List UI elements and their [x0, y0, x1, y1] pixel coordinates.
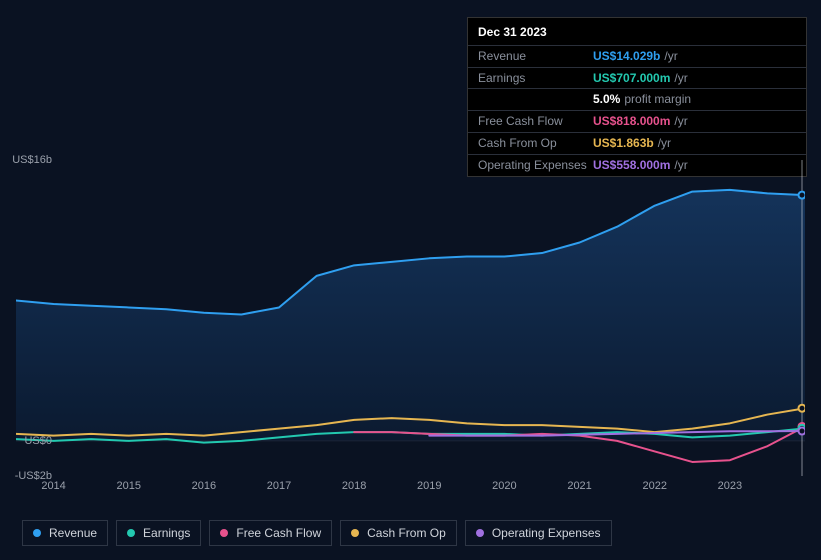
legend-label: Free Cash Flow — [236, 526, 321, 540]
x-axis-label: 2020 — [492, 480, 516, 492]
legend-swatch — [127, 529, 135, 537]
legend-swatch — [351, 529, 359, 537]
tooltip-row-value: US$1.863b — [593, 135, 654, 152]
tooltip-row-unit: profit margin — [624, 91, 691, 108]
tooltip-row-label: Cash From Op — [478, 135, 593, 152]
tooltip-row-unit: /yr — [658, 135, 671, 152]
x-axis-label: 2023 — [718, 480, 742, 492]
x-axis-label: 2015 — [116, 480, 140, 492]
legend-swatch — [33, 529, 41, 537]
legend-item-revenue[interactable]: Revenue — [22, 520, 108, 546]
legend-item-operating-expenses[interactable]: Operating Expenses — [465, 520, 612, 546]
tooltip-row-value: US$707.000m — [593, 70, 670, 87]
x-axis-label: 2022 — [642, 480, 666, 492]
x-axis-label: 2017 — [267, 480, 291, 492]
legend: Revenue Earnings Free Cash Flow Cash From O… — [22, 520, 612, 546]
legend-item-cash-from-op[interactable]: Cash From Op — [340, 520, 457, 546]
chart-area: US$16bUS$0-US$2b 20142015201620172018201… — [16, 160, 805, 476]
tooltip-row: Free Cash FlowUS$818.000m/yr — [468, 110, 806, 132]
tooltip-row-value: US$818.000m — [593, 113, 670, 130]
chart-plot — [16, 160, 805, 476]
revenue-area — [16, 190, 805, 441]
tooltip-row-unit: /yr — [674, 70, 687, 87]
tooltip-row-value: 5.0% — [593, 91, 620, 108]
y-axis-label: US$16b — [12, 154, 52, 166]
tooltip-row-label: Revenue — [478, 48, 593, 65]
tooltip-row: 5.0%profit margin — [468, 88, 806, 110]
tooltip-row: EarningsUS$707.000m/yr — [468, 67, 806, 89]
legend-item-free-cash-flow[interactable]: Free Cash Flow — [209, 520, 332, 546]
legend-label: Earnings — [143, 526, 190, 540]
x-axis: 2014 2015 2016 2017 2018 2019 2020 2021 2022 2023 — [16, 480, 805, 500]
end-marker — [799, 192, 806, 199]
tooltip-row-unit: /yr — [674, 113, 687, 130]
end-marker — [799, 428, 806, 435]
x-axis-label: 2016 — [192, 480, 216, 492]
tooltip-date: Dec 31 2023 — [468, 18, 806, 45]
tooltip-row-unit: /yr — [664, 48, 677, 65]
legend-swatch — [220, 529, 228, 537]
x-axis-label: 2014 — [41, 480, 65, 492]
tooltip-row-label: Earnings — [478, 70, 593, 87]
end-marker — [799, 405, 806, 412]
data-tooltip: Dec 31 2023RevenueUS$14.029b/yrEarningsU… — [467, 17, 807, 177]
legend-swatch — [476, 529, 484, 537]
legend-label: Cash From Op — [367, 526, 446, 540]
x-axis-label: 2019 — [417, 480, 441, 492]
x-axis-label: 2018 — [342, 480, 366, 492]
tooltip-row-label: Free Cash Flow — [478, 113, 593, 130]
y-axis-label: US$0 — [24, 435, 52, 447]
tooltip-row: RevenueUS$14.029b/yr — [468, 45, 806, 67]
tooltip-row: Cash From OpUS$1.863b/yr — [468, 132, 806, 154]
x-axis-label: 2021 — [567, 480, 591, 492]
legend-label: Revenue — [49, 526, 97, 540]
legend-item-earnings[interactable]: Earnings — [116, 520, 201, 546]
tooltip-row-value: US$14.029b — [593, 48, 660, 65]
legend-label: Operating Expenses — [492, 526, 601, 540]
